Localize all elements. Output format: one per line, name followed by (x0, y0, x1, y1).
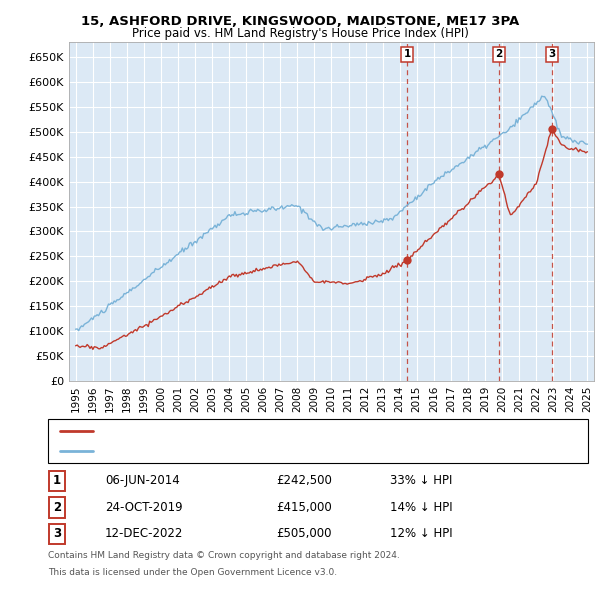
Text: 3: 3 (548, 50, 556, 60)
Text: 06-JUN-2014: 06-JUN-2014 (105, 474, 180, 487)
Text: 33% ↓ HPI: 33% ↓ HPI (390, 474, 452, 487)
Text: Price paid vs. HM Land Registry's House Price Index (HPI): Price paid vs. HM Land Registry's House … (131, 27, 469, 40)
Text: HPI: Average price, detached house, Maidstone: HPI: Average price, detached house, Maid… (99, 446, 358, 455)
Text: £242,500: £242,500 (276, 474, 332, 487)
Text: This data is licensed under the Open Government Licence v3.0.: This data is licensed under the Open Gov… (48, 568, 337, 577)
Text: 12% ↓ HPI: 12% ↓ HPI (390, 527, 452, 540)
Text: 2: 2 (53, 501, 61, 514)
Text: £505,000: £505,000 (276, 527, 331, 540)
Text: 15, ASHFORD DRIVE, KINGSWOOD, MAIDSTONE, ME17 3PA (detached house): 15, ASHFORD DRIVE, KINGSWOOD, MAIDSTONE,… (99, 427, 521, 436)
Text: 15, ASHFORD DRIVE, KINGSWOOD, MAIDSTONE, ME17 3PA: 15, ASHFORD DRIVE, KINGSWOOD, MAIDSTONE,… (81, 15, 519, 28)
Text: 12-DEC-2022: 12-DEC-2022 (105, 527, 184, 540)
Text: 3: 3 (53, 527, 61, 540)
Text: 1: 1 (53, 474, 61, 487)
Text: 2: 2 (495, 50, 502, 60)
Text: 24-OCT-2019: 24-OCT-2019 (105, 501, 182, 514)
Text: 14% ↓ HPI: 14% ↓ HPI (390, 501, 452, 514)
Text: £415,000: £415,000 (276, 501, 332, 514)
Text: 1: 1 (404, 50, 411, 60)
Text: Contains HM Land Registry data © Crown copyright and database right 2024.: Contains HM Land Registry data © Crown c… (48, 552, 400, 560)
